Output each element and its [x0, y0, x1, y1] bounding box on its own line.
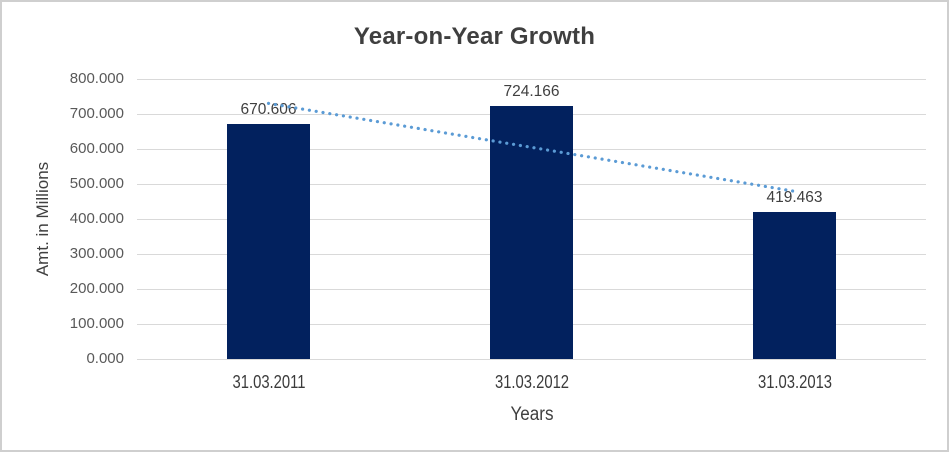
y-tick-label: 700.000 [69, 105, 124, 122]
y-tick-label: 800.000 [69, 70, 124, 87]
y-tick-label: 200.000 [69, 280, 124, 297]
y-tick-label: 500.000 [69, 175, 124, 192]
data-label: 670.606 [240, 101, 297, 119]
x-axis-line [137, 359, 926, 360]
bar-2013 [753, 212, 836, 359]
x-tick-label: 31.03.2013 [757, 371, 832, 392]
x-tick-label: 31.03.2011 [232, 371, 305, 392]
y-tick-label: 0.000 [86, 350, 124, 367]
y-tick-label: 600.000 [69, 140, 124, 157]
y-tick-label: 400.000 [69, 210, 124, 227]
data-label: 724.166 [503, 82, 560, 100]
y-tick-label: 100.000 [69, 315, 124, 332]
x-axis-title: Years [509, 404, 554, 425]
bar-2011 [227, 124, 310, 359]
x-tick-label: 31.03.2012 [494, 371, 569, 392]
chart-title: Year-on-Year Growth [353, 23, 596, 50]
y-tick-label: 300.000 [69, 245, 124, 262]
gridline [137, 79, 926, 80]
data-label: 419.463 [766, 189, 823, 207]
bar-2012 [490, 105, 573, 359]
